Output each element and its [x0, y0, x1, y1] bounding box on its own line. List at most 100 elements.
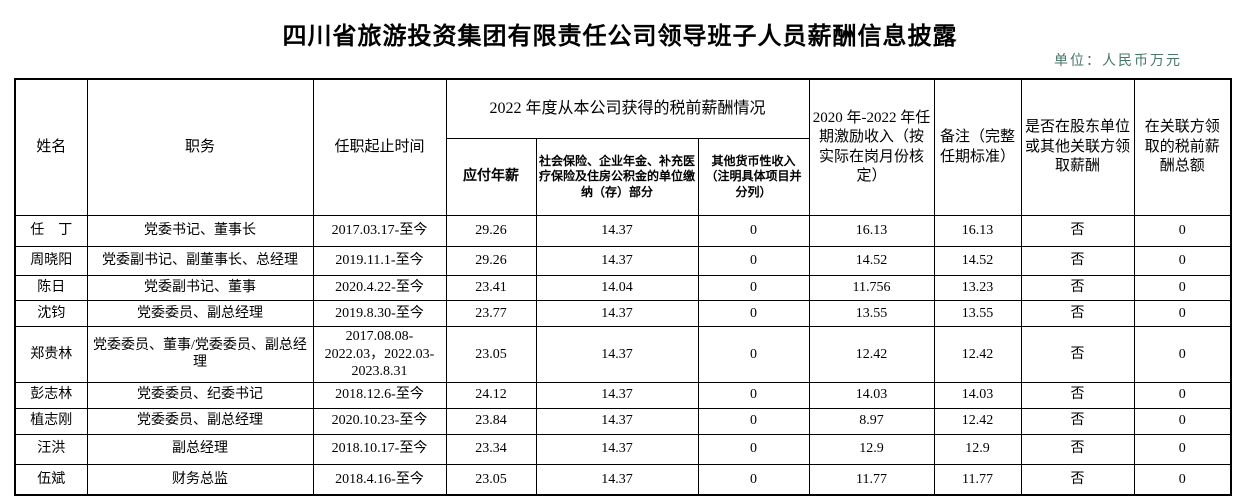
cell-remark: 14.03	[933, 381, 1022, 409]
cell-name: 彭志林	[14, 381, 88, 409]
header-2022-salary-group: 2022 年度从本公司获得的税前薪酬情况	[445, 78, 810, 139]
cell-related-paid: 否	[1020, 215, 1135, 247]
cell-remark: 12.42	[933, 326, 1022, 383]
cell-payable-salary: 29.26	[445, 246, 537, 276]
cell-incentive: 11.77	[808, 463, 935, 496]
cell-remark: 14.52	[933, 246, 1022, 276]
cell-remark: 12.42	[933, 407, 1022, 435]
cell-position: 党委委员、纪委书记	[86, 381, 314, 409]
cell-payable-salary: 29.26	[445, 215, 537, 247]
table-row: 郑贵林 党委委员、董事/党委委员、副总经理 2017.08.08-2022.03…	[14, 326, 1232, 383]
page-title: 四川省旅游投资集团有限责任公司领导班子人员薪酬信息披露	[282, 23, 958, 50]
cell-social-insurance: 14.37	[535, 433, 699, 465]
cell-other-income: 0	[697, 407, 810, 435]
table-body: 任 丁 党委书记、董事长 2017.03.17-至今 29.26 14.37 0…	[14, 215, 1232, 496]
cell-position: 党委委员、董事/党委委员、副总经理	[86, 326, 314, 383]
cell-related-amount: 0	[1133, 300, 1232, 327]
cell-related-amount: 0	[1133, 246, 1232, 276]
cell-term: 2020.4.22-至今	[312, 275, 447, 301]
cell-position: 党委书记、董事长	[86, 215, 314, 247]
table-row: 植志刚 党委委员、副总经理 2020.10.23-至今 23.84 14.37 …	[14, 407, 1232, 435]
cell-related-paid: 否	[1020, 407, 1135, 435]
cell-other-income: 0	[697, 246, 810, 276]
cell-position: 财务总监	[86, 463, 314, 496]
cell-related-paid: 否	[1020, 433, 1135, 465]
cell-payable-salary: 23.41	[445, 275, 537, 301]
cell-related-paid: 否	[1020, 300, 1135, 327]
cell-name: 沈钧	[14, 300, 88, 327]
header-other-income: 其他货币性收入（注明具体项目并分列）	[697, 138, 810, 216]
cell-other-income: 0	[697, 215, 810, 247]
cell-name: 郑贵林	[14, 326, 88, 383]
cell-incentive: 13.55	[808, 300, 935, 327]
cell-social-insurance: 14.37	[535, 381, 699, 409]
cell-position: 党委委员、副总经理	[86, 300, 314, 327]
cell-payable-salary: 23.34	[445, 433, 537, 465]
cell-position: 党委副书记、副董事长、总经理	[86, 246, 314, 276]
cell-related-amount: 0	[1133, 407, 1232, 435]
cell-incentive: 12.9	[808, 433, 935, 465]
cell-incentive: 16.13	[808, 215, 935, 247]
cell-social-insurance: 14.37	[535, 215, 699, 247]
cell-payable-salary: 23.84	[445, 407, 537, 435]
cell-payable-salary: 24.12	[445, 381, 537, 409]
table-header: 姓名 职务 任职起止时间 2022 年度从本公司获得的税前薪酬情况 2020 年…	[14, 78, 1232, 216]
unit-note: 单位：人民币万元	[1054, 54, 1182, 69]
header-position: 职务	[86, 78, 314, 216]
cell-related-amount: 0	[1133, 463, 1232, 496]
cell-remark: 11.77	[933, 463, 1022, 496]
header-remark: 备注（完整任期标准）	[933, 78, 1022, 216]
cell-incentive: 11.756	[808, 275, 935, 301]
header-social-insurance: 社会保险、企业年金、补充医疗保险及住房公积金的单位缴纳（存）部分	[535, 138, 699, 216]
cell-other-income: 0	[697, 463, 810, 496]
header-related-party-amount: 在关联方领取的税前薪酬总额	[1133, 78, 1232, 216]
cell-related-paid: 否	[1020, 246, 1135, 276]
cell-related-paid: 否	[1020, 326, 1135, 383]
cell-incentive: 14.52	[808, 246, 935, 276]
cell-social-insurance: 14.37	[535, 300, 699, 327]
table-row: 彭志林 党委委员、纪委书记 2018.12.6-至今 24.12 14.37 0…	[14, 381, 1232, 409]
cell-name: 周晓阳	[14, 246, 88, 276]
header-row-2: 应付年薪 社会保险、企业年金、补充医疗保险及住房公积金的单位缴纳（存）部分 其他…	[15, 138, 1231, 216]
cell-related-paid: 否	[1020, 381, 1135, 409]
cell-term: 2018.12.6-至今	[312, 381, 447, 409]
cell-social-insurance: 14.37	[535, 463, 699, 496]
cell-social-insurance: 14.37	[535, 407, 699, 435]
cell-other-income: 0	[697, 433, 810, 465]
cell-other-income: 0	[697, 381, 810, 409]
cell-term: 2019.11.1-至今	[312, 246, 447, 276]
cell-social-insurance: 14.37	[535, 246, 699, 276]
cell-term: 2018.4.16-至今	[312, 463, 447, 496]
cell-term: 2019.8.30-至今	[312, 300, 447, 327]
cell-social-insurance: 14.04	[535, 275, 699, 301]
cell-remark: 16.13	[933, 215, 1022, 247]
header-row-1: 姓名 职务 任职起止时间 2022 年度从本公司获得的税前薪酬情况 2020 年…	[14, 78, 1232, 216]
salary-table: 姓名 职务 任职起止时间 2022 年度从本公司获得的税前薪酬情况 2020 年…	[14, 78, 1233, 496]
table-row: 汪洪 副总经理 2018.10.17-至今 23.34 14.37 0 12.9…	[14, 433, 1232, 465]
cell-position: 党委副书记、董事	[86, 275, 314, 301]
cell-related-amount: 0	[1133, 433, 1232, 465]
cell-remark: 13.23	[933, 275, 1022, 301]
cell-related-paid: 否	[1020, 463, 1135, 496]
cell-payable-salary: 23.05	[445, 463, 537, 496]
cell-related-amount: 0	[1133, 215, 1232, 247]
header-name: 姓名	[14, 78, 88, 216]
cell-social-insurance: 14.37	[535, 326, 699, 383]
cell-other-income: 0	[697, 326, 810, 383]
table-row: 周晓阳 党委副书记、副董事长、总经理 2019.11.1-至今 29.26 14…	[14, 246, 1232, 276]
cell-term: 2017.08.08-2022.03，2022.03-2023.8.31	[312, 326, 447, 383]
cell-remark: 12.9	[933, 433, 1022, 465]
cell-incentive: 8.97	[808, 407, 935, 435]
cell-related-amount: 0	[1133, 275, 1232, 301]
cell-name: 伍斌	[14, 463, 88, 496]
cell-remark: 13.55	[933, 300, 1022, 327]
header-incentive-2020-2022: 2020 年-2022 年任期激励收入（按实际在岗月份核定）	[808, 78, 935, 216]
cell-payable-salary: 23.77	[445, 300, 537, 327]
cell-position: 副总经理	[86, 433, 314, 465]
cell-related-amount: 0	[1133, 326, 1232, 383]
cell-incentive: 12.42	[808, 326, 935, 383]
cell-other-income: 0	[697, 275, 810, 301]
cell-related-paid: 否	[1020, 275, 1135, 301]
cell-name: 植志刚	[14, 407, 88, 435]
